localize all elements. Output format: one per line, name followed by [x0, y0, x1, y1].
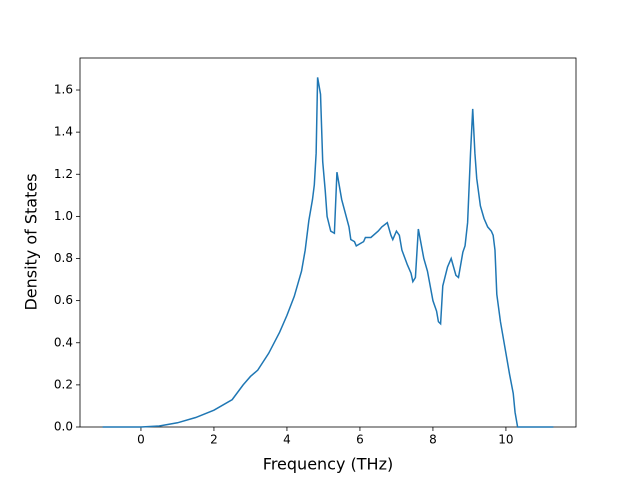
plot-frame [79, 57, 577, 428]
y-tick-label: 1.0 [54, 209, 73, 223]
y-tick-label: 0.2 [54, 377, 73, 391]
y-tick-label: 0.4 [54, 335, 73, 349]
x-tick-label: 10 [498, 433, 513, 447]
y-tick-label: 0.8 [54, 251, 73, 265]
x-tick-label: 2 [210, 433, 218, 447]
y-tick-label: 1.6 [54, 83, 73, 97]
y-tick-label: 0.6 [54, 293, 73, 307]
y-axis-label: Density of States [22, 173, 41, 310]
line-series [102, 77, 554, 428]
y-tick-label: 0.0 [54, 420, 73, 434]
x-tick-label: 0 [137, 433, 145, 447]
x-tick-label: 4 [283, 433, 291, 447]
x-axis-label: Frequency (THz) [263, 455, 393, 474]
y-tick-label: 1.2 [54, 167, 73, 181]
x-tick-label: 6 [356, 433, 364, 447]
x-tick-label: 8 [429, 433, 437, 447]
y-tick-label: 1.4 [54, 125, 73, 139]
